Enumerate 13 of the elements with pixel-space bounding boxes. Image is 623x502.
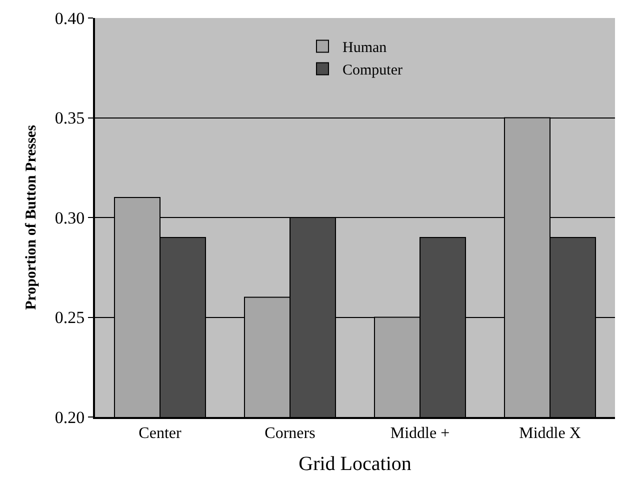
legend-label: Human — [342, 40, 388, 56]
y-tick-label: 0.20 — [54, 408, 85, 427]
y-tick-label: 0.25 — [54, 308, 85, 328]
x-axis-title: Grid Location — [298, 453, 412, 476]
x-tick-label: Center — [138, 425, 182, 442]
x-tick-label: Corners — [264, 425, 316, 442]
x-tick-label: Middle X — [519, 425, 582, 442]
legend-label: Computer — [342, 62, 402, 79]
y-axis-title: Proportion of Button Presses — [24, 124, 40, 310]
y-tick-label: 0.30 — [54, 208, 85, 228]
x-tick-label: Middle + — [390, 425, 450, 442]
y-tick-label: 0.40 — [54, 8, 85, 28]
y-tick-label: 0.35 — [54, 108, 85, 128]
